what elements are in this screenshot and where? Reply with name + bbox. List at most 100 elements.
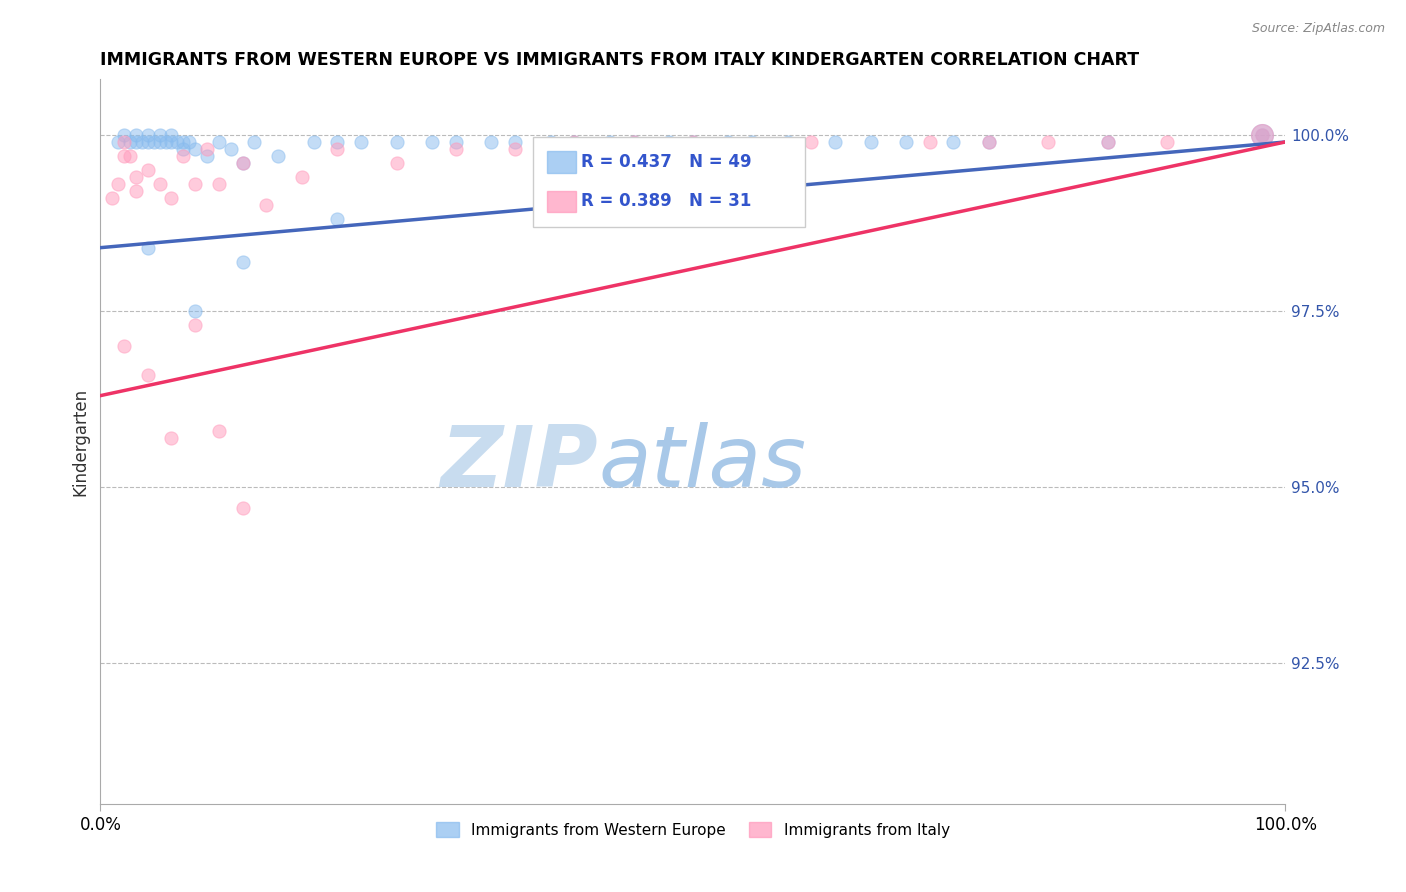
Point: [623, 135, 645, 149]
Point: [1097, 135, 1119, 149]
Point: [385, 156, 408, 170]
Point: [977, 135, 1000, 149]
Point: [326, 142, 349, 156]
Point: [160, 191, 183, 205]
Point: [658, 135, 681, 149]
Point: [208, 424, 231, 438]
Point: [1038, 135, 1060, 149]
FancyBboxPatch shape: [547, 152, 575, 173]
Point: [859, 135, 882, 149]
Point: [101, 191, 124, 205]
Point: [254, 198, 277, 212]
Point: [125, 135, 148, 149]
Point: [136, 368, 159, 382]
Point: [800, 135, 823, 149]
Point: [149, 178, 172, 192]
Point: [232, 254, 254, 268]
Text: Source: ZipAtlas.com: Source: ZipAtlas.com: [1251, 22, 1385, 36]
Text: R = 0.389   N = 31: R = 0.389 N = 31: [582, 193, 752, 211]
Point: [160, 128, 183, 142]
Point: [1250, 128, 1272, 142]
Point: [118, 149, 141, 163]
Point: [208, 135, 231, 149]
Point: [1250, 128, 1272, 142]
Point: [540, 135, 562, 149]
Point: [136, 128, 159, 142]
Point: [107, 135, 129, 149]
Point: [326, 135, 349, 149]
Point: [977, 135, 1000, 149]
Text: IMMIGRANTS FROM WESTERN EUROPE VS IMMIGRANTS FROM ITALY KINDERGARTEN CORRELATION: IMMIGRANTS FROM WESTERN EUROPE VS IMMIGR…: [100, 51, 1139, 69]
Point: [894, 135, 917, 149]
FancyBboxPatch shape: [533, 136, 806, 227]
Point: [385, 135, 408, 149]
Point: [1250, 128, 1272, 142]
Point: [184, 178, 207, 192]
Point: [125, 128, 148, 142]
Point: [112, 339, 135, 353]
Point: [243, 135, 266, 149]
Legend: Immigrants from Western Europe, Immigrants from Italy: Immigrants from Western Europe, Immigran…: [430, 815, 956, 844]
Point: [112, 128, 135, 142]
Point: [942, 135, 965, 149]
Point: [444, 135, 467, 149]
Point: [918, 135, 941, 149]
Text: ZIP: ZIP: [440, 422, 598, 505]
Point: [149, 128, 172, 142]
Point: [350, 135, 373, 149]
Point: [172, 135, 194, 149]
Point: [302, 135, 325, 149]
Point: [131, 135, 153, 149]
Point: [717, 135, 740, 149]
Point: [1250, 128, 1272, 142]
Point: [179, 135, 201, 149]
Point: [118, 135, 141, 149]
Point: [232, 156, 254, 170]
Point: [1156, 135, 1178, 149]
Point: [1097, 135, 1119, 149]
Point: [184, 318, 207, 333]
Point: [232, 501, 254, 516]
Point: [160, 135, 183, 149]
Point: [195, 149, 218, 163]
Point: [623, 135, 645, 149]
Point: [232, 156, 254, 170]
Point: [824, 135, 846, 149]
Point: [420, 135, 443, 149]
Point: [682, 135, 704, 149]
Y-axis label: Kindergarten: Kindergarten: [72, 387, 89, 495]
Point: [195, 142, 218, 156]
Point: [172, 142, 194, 156]
Point: [155, 135, 177, 149]
Point: [267, 149, 290, 163]
Point: [503, 142, 526, 156]
Point: [107, 178, 129, 192]
Point: [562, 135, 585, 149]
FancyBboxPatch shape: [547, 191, 575, 212]
Point: [291, 170, 314, 185]
Point: [125, 170, 148, 185]
Point: [479, 135, 502, 149]
Point: [125, 184, 148, 198]
Point: [219, 142, 242, 156]
Point: [184, 142, 207, 156]
Point: [112, 149, 135, 163]
Point: [776, 135, 799, 149]
Point: [136, 163, 159, 178]
Point: [326, 212, 349, 227]
Text: atlas: atlas: [598, 422, 806, 505]
Point: [503, 135, 526, 149]
Point: [136, 241, 159, 255]
Point: [160, 431, 183, 445]
Point: [112, 135, 135, 149]
Point: [741, 135, 763, 149]
Point: [136, 135, 159, 149]
Point: [166, 135, 188, 149]
Point: [172, 149, 194, 163]
Point: [208, 178, 231, 192]
Point: [184, 304, 207, 318]
Point: [682, 135, 704, 149]
Point: [562, 135, 585, 149]
Point: [142, 135, 165, 149]
Text: R = 0.437   N = 49: R = 0.437 N = 49: [582, 153, 752, 171]
